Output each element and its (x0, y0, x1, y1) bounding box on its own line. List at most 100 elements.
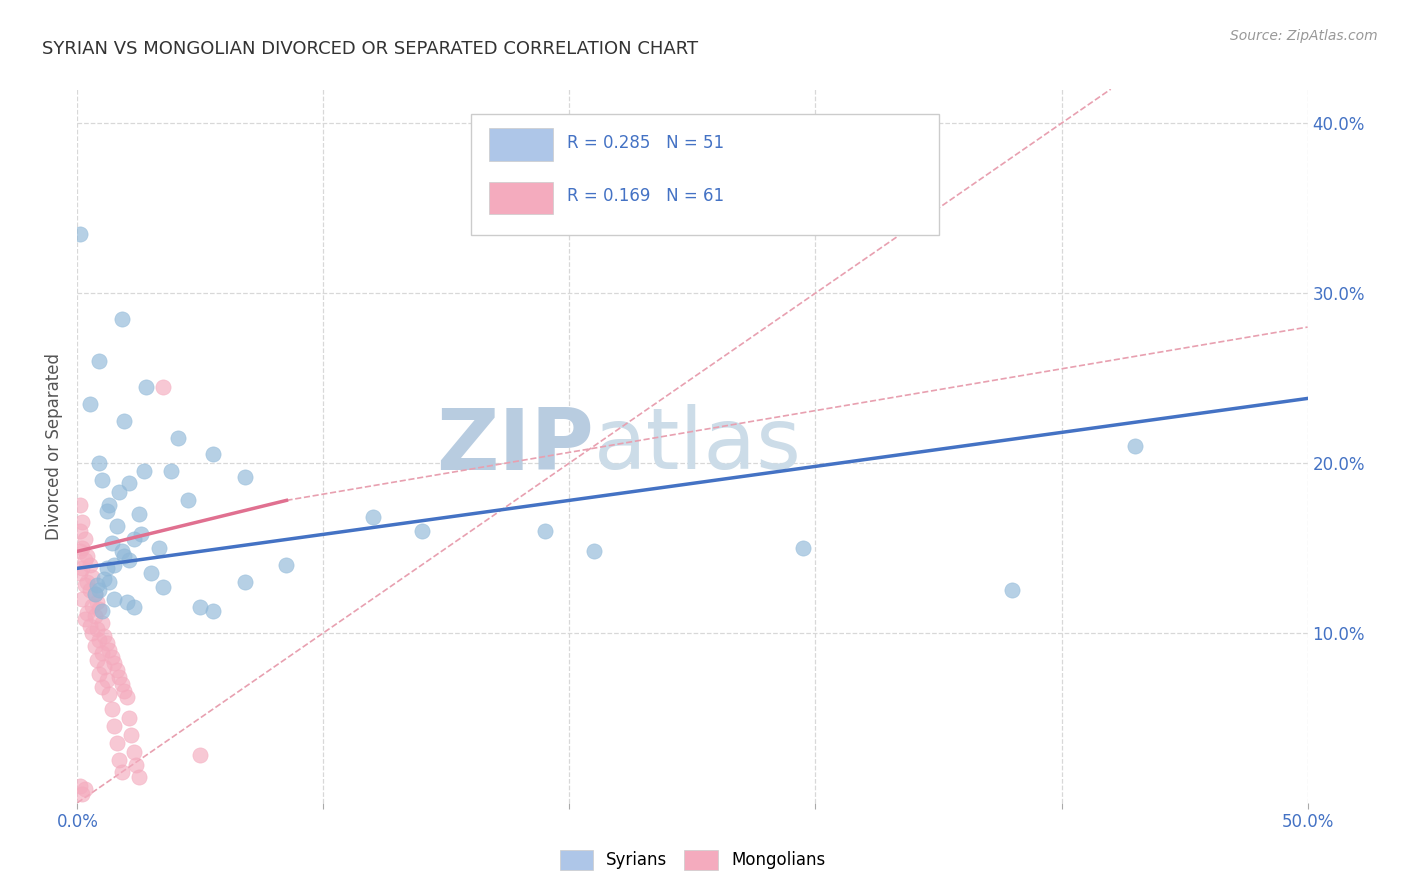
Point (70, 787, 93, 801)
Point (111, 765, 132, 780)
Point (73, 533, 96, 547)
Point (93, 572, 115, 586)
Point (112, 549, 135, 564)
Point (86, 653, 108, 667)
Point (90, 473, 114, 487)
Point (89, 354, 111, 368)
Point (132, 465, 155, 479)
Point (96, 561, 118, 575)
Point (73, 553, 96, 567)
Point (90, 604, 114, 618)
Point (233, 469, 256, 483)
Point (105, 519, 128, 533)
Point (233, 574, 256, 589)
Point (111, 677, 132, 691)
Point (118, 553, 141, 567)
Point (83, 587, 105, 601)
Point (1001, 583, 1024, 598)
Point (131, 527, 153, 541)
Point (141, 566, 163, 581)
Point (111, 544, 132, 558)
Point (177, 493, 200, 508)
Point (83, 608, 105, 623)
Point (70, 541, 93, 555)
Point (167, 430, 190, 444)
Point (411, 524, 433, 538)
FancyBboxPatch shape (471, 114, 939, 235)
Point (111, 311, 132, 326)
Point (76, 549, 98, 564)
Text: SYRIAN VS MONGOLIAN DIVORCED OR SEPARATED CORRELATION CHART: SYRIAN VS MONGOLIAN DIVORCED OR SEPARATE… (42, 40, 699, 58)
Text: R = 0.169   N = 61: R = 0.169 N = 61 (567, 187, 724, 205)
Point (121, 728, 143, 742)
Point (103, 719, 125, 733)
Point (122, 745, 145, 759)
Point (90, 680, 114, 694)
Point (1125, 439, 1147, 453)
Point (190, 600, 212, 615)
Point (93, 660, 115, 674)
Point (89, 456, 111, 470)
Point (108, 753, 131, 767)
Point (93, 629, 115, 643)
Point (160, 465, 183, 479)
Point (201, 448, 224, 462)
Point (96, 503, 118, 517)
Point (79, 396, 101, 410)
Point (101, 702, 124, 716)
Point (122, 600, 145, 615)
Point (152, 580, 174, 594)
Point (69, 227, 91, 241)
Point (276, 558, 298, 572)
Point (98, 643, 121, 657)
Point (128, 507, 150, 521)
Point (190, 748, 212, 763)
Point (108, 670, 131, 684)
Point (103, 657, 125, 671)
Point (792, 541, 814, 555)
Point (135, 379, 157, 393)
Point (90, 615, 114, 630)
Point (89, 632, 111, 647)
Point (101, 536, 124, 550)
Point (76, 574, 98, 589)
Point (105, 663, 128, 677)
Point (73, 612, 96, 626)
Point (103, 591, 125, 606)
FancyBboxPatch shape (489, 128, 554, 161)
Point (70, 516, 93, 530)
Point (79, 558, 101, 572)
Point (86, 623, 108, 637)
Point (122, 533, 145, 547)
Point (83, 587, 105, 601)
Point (534, 524, 557, 538)
Point (152, 379, 174, 393)
Point (69, 779, 91, 793)
Point (69, 566, 91, 581)
Text: R = 0.285   N = 51: R = 0.285 N = 51 (567, 134, 724, 152)
Point (148, 541, 170, 555)
Point (128, 770, 150, 784)
Point (201, 604, 224, 618)
Y-axis label: Divorced or Separated: Divorced or Separated (45, 352, 63, 540)
Point (89, 602, 111, 616)
Point (115, 690, 138, 705)
Legend: Syrians, Mongolians: Syrians, Mongolians (553, 843, 832, 877)
Point (90, 646, 114, 660)
Point (73, 578, 96, 592)
Point (112, 413, 135, 427)
FancyBboxPatch shape (489, 182, 554, 214)
Point (69, 544, 91, 558)
Point (79, 619, 101, 633)
Point (103, 558, 125, 572)
Point (69, 499, 91, 513)
Point (98, 574, 121, 589)
Point (98, 499, 121, 513)
Point (79, 583, 101, 598)
Point (108, 484, 131, 499)
Point (118, 711, 141, 725)
Point (82, 570, 104, 584)
Point (96, 673, 118, 688)
Point (70, 591, 93, 606)
Point (89, 583, 111, 598)
